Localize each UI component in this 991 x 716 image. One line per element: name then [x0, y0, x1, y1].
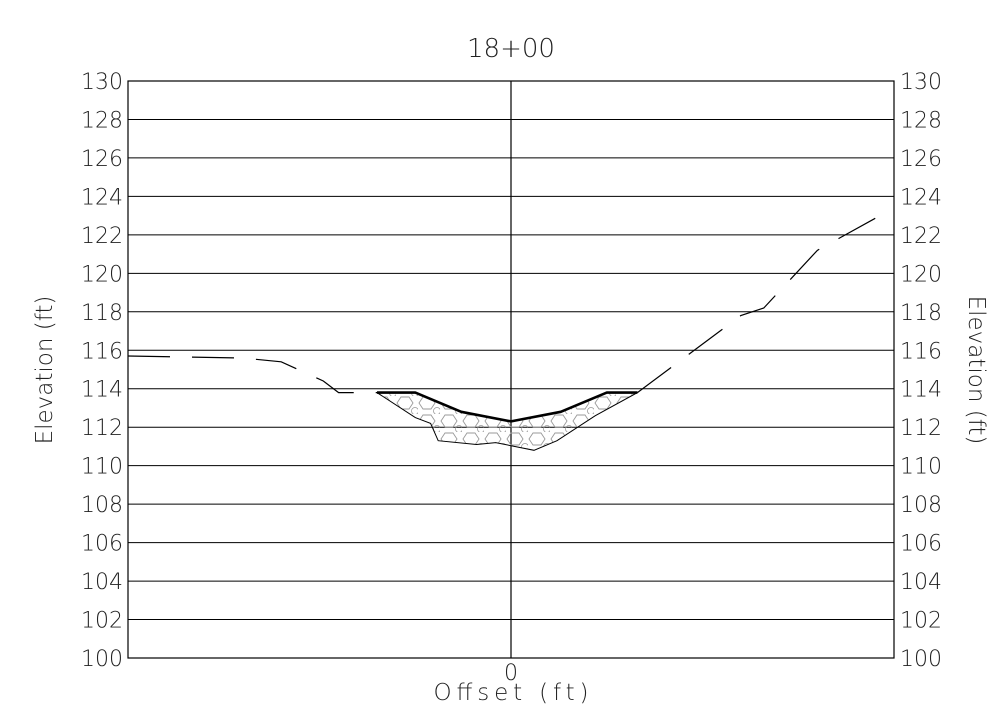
chart-title: 18+00	[467, 34, 555, 64]
existing-ground-line	[637, 207, 895, 394]
y-tick-label-left: 120	[81, 262, 123, 287]
y-tick-label-left: 122	[81, 224, 123, 249]
y-tick-label-left: 126	[81, 147, 123, 172]
y-tick-label-left: 130	[81, 70, 123, 95]
y-tick-label-left: 112	[81, 416, 123, 441]
y-tick-label-left: 116	[81, 339, 123, 364]
y-tick-label-left: 114	[81, 378, 123, 403]
y-tick-label-left: 100	[81, 647, 123, 672]
x-tick-label: 0	[504, 661, 518, 686]
y-tick-label-right: 124	[900, 185, 942, 210]
x-tick-labels: 0	[504, 661, 518, 686]
y-tick-label-right: 106	[900, 532, 942, 557]
y-tick-label-right: 104	[900, 570, 942, 595]
y-tick-label-right: 114	[900, 378, 942, 403]
y-tick-label-left: 110	[81, 455, 123, 480]
y-tick-label-right: 110	[900, 455, 942, 480]
y-tick-label-left: 124	[81, 185, 123, 210]
y-tick-label-left: 118	[81, 301, 123, 326]
y-axis-label-left: Elevation (ft)	[32, 296, 58, 445]
y-tick-label-right: 116	[900, 339, 942, 364]
profile-lines	[127, 207, 895, 451]
y-tick-labels-right: 100 102 104 106 108 110 112 114 116 118 120 122 124 1…	[900, 70, 942, 672]
existing-ground-line	[127, 355, 377, 394]
y-tick-label-left: 108	[81, 493, 123, 518]
y-tick-label-left: 106	[81, 532, 123, 557]
riprap-bottom-line	[376, 392, 638, 451]
y-tick-label-right: 108	[900, 493, 942, 518]
y-tick-label-left: 128	[81, 108, 123, 133]
y-tick-label-right: 130	[900, 70, 942, 95]
y-tick-label-right: 118	[900, 301, 942, 326]
y-tick-label-right: 126	[900, 147, 942, 172]
y-tick-label-right: 100	[900, 647, 942, 672]
y-tick-label-left: 104	[81, 570, 123, 595]
design-channel-line	[377, 391, 638, 423]
y-tick-label-right: 120	[900, 262, 942, 287]
y-tick-labels-left: 100 102 104 106 108 110 112 114 116 118 120 122 124 1…	[81, 70, 123, 672]
y-tick-label-left: 102	[81, 609, 123, 634]
y-tick-label-right: 122	[900, 224, 942, 249]
y-tick-label-right: 112	[900, 416, 942, 441]
y-tick-label-right: 102	[900, 609, 942, 634]
y-tick-label-right: 128	[900, 108, 942, 133]
y-axis-label-right: Elevation (ft)	[963, 296, 989, 445]
